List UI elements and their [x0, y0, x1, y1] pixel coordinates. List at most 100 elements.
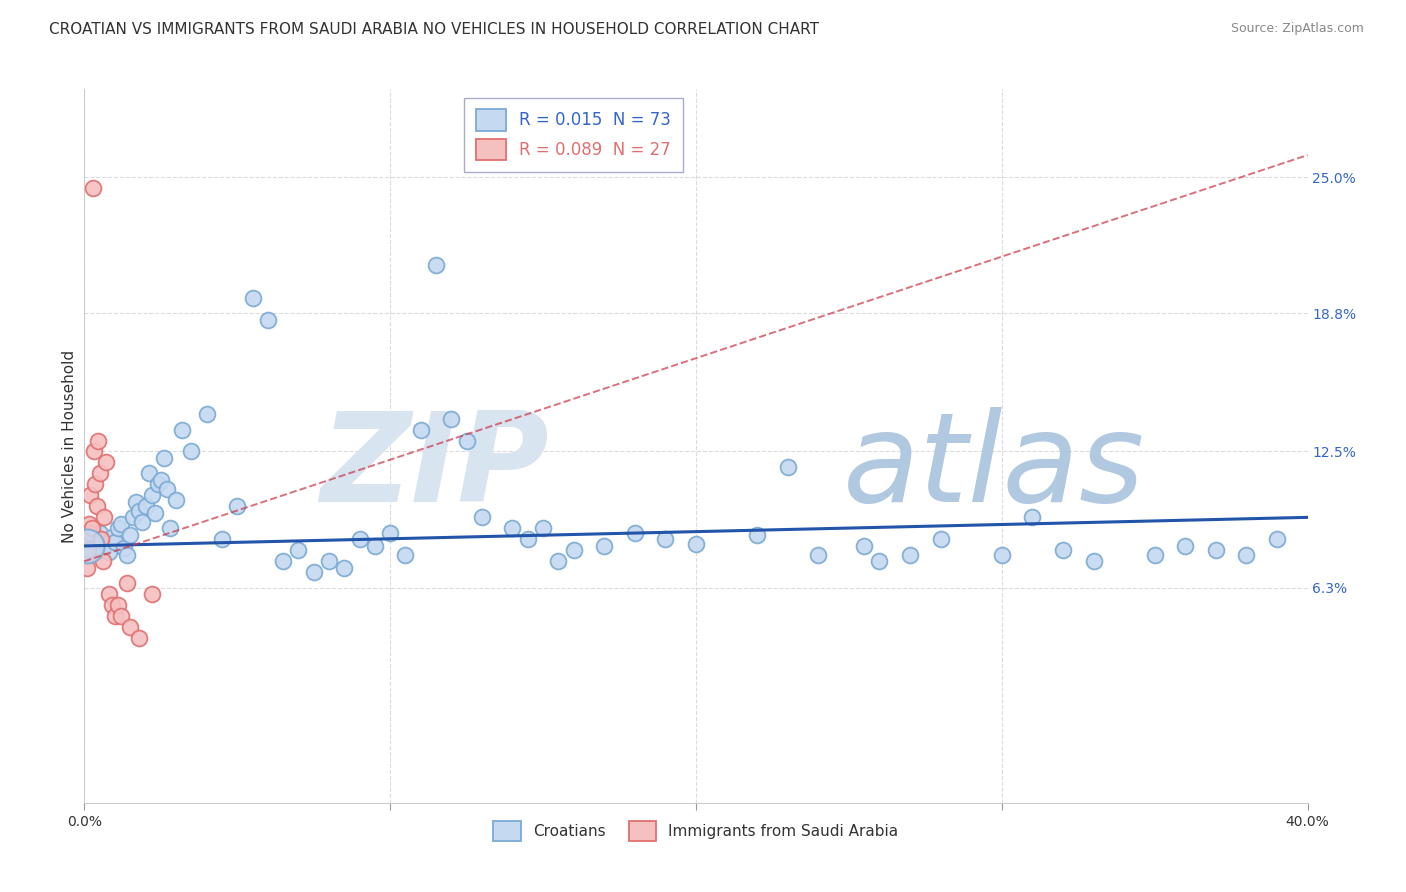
Point: [107, 521, 129, 535]
Point: [180, 444, 202, 458]
Point: [271, 554, 294, 568]
Point: [86, 539, 108, 553]
Point: [115, 576, 138, 591]
Point: [1236, 548, 1258, 562]
Point: [86, 500, 108, 514]
Point: [120, 620, 142, 634]
Point: [1174, 539, 1197, 553]
Point: [141, 488, 163, 502]
Point: [394, 548, 416, 562]
Point: [226, 500, 249, 514]
Point: [302, 566, 325, 580]
Point: [456, 434, 478, 448]
Point: [84, 477, 107, 491]
Point: [94, 537, 117, 551]
Point: [685, 537, 707, 551]
Point: [380, 525, 402, 540]
Point: [143, 506, 166, 520]
Point: [929, 533, 952, 547]
Text: Source: ZipAtlas.com: Source: ZipAtlas.com: [1230, 22, 1364, 36]
Legend: Croatians, Immigrants from Saudi Arabia: Croatians, Immigrants from Saudi Arabia: [486, 814, 905, 848]
Point: [211, 533, 233, 547]
Point: [547, 554, 569, 568]
Point: [991, 548, 1014, 562]
Point: [898, 548, 921, 562]
Point: [135, 500, 157, 514]
Point: [89, 525, 111, 540]
Point: [97, 545, 120, 559]
Point: [440, 411, 463, 425]
Point: [128, 631, 150, 645]
Point: [75, 548, 97, 562]
Point: [1021, 510, 1043, 524]
Point: [107, 598, 129, 612]
Point: [516, 533, 538, 547]
Point: [242, 291, 264, 305]
Point: [110, 516, 132, 531]
Point: [1265, 533, 1288, 547]
Point: [125, 495, 148, 509]
Point: [120, 528, 142, 542]
Point: [77, 516, 100, 531]
Point: [149, 473, 172, 487]
Point: [502, 521, 524, 535]
Text: CROATIAN VS IMMIGRANTS FROM SAUDI ARABIA NO VEHICLES IN HOUSEHOLD CORRELATION CH: CROATIAN VS IMMIGRANTS FROM SAUDI ARABIA…: [49, 22, 820, 37]
Point: [425, 258, 447, 272]
Point: [93, 510, 115, 524]
Point: [104, 534, 127, 549]
Point: [807, 548, 830, 562]
Point: [122, 510, 145, 524]
Point: [159, 521, 181, 535]
Point: [82, 181, 104, 195]
Point: [77, 543, 100, 558]
Point: [1083, 554, 1105, 568]
Point: [97, 587, 120, 601]
Point: [172, 423, 194, 437]
Point: [869, 554, 891, 568]
Point: [1052, 543, 1074, 558]
Point: [138, 467, 160, 481]
Point: [593, 539, 616, 553]
Point: [195, 407, 218, 421]
Text: ZIP: ZIP: [321, 407, 550, 528]
Point: [91, 554, 114, 568]
Point: [87, 434, 110, 448]
Point: [112, 541, 135, 555]
Point: [853, 539, 876, 553]
Point: [76, 533, 98, 547]
Point: [776, 459, 799, 474]
Point: [471, 510, 494, 524]
Point: [115, 548, 138, 562]
Point: [531, 521, 554, 535]
Text: atlas: atlas: [842, 407, 1144, 528]
Point: [257, 312, 280, 326]
Point: [654, 533, 676, 547]
Point: [104, 609, 127, 624]
Point: [91, 543, 114, 558]
Point: [79, 525, 101, 540]
Point: [128, 504, 150, 518]
Point: [1205, 543, 1227, 558]
Point: [318, 554, 340, 568]
Point: [79, 533, 101, 547]
Point: [101, 598, 124, 612]
Point: [153, 451, 176, 466]
Point: [141, 587, 163, 601]
Point: [89, 467, 111, 481]
Point: [349, 533, 371, 547]
Point: [110, 609, 132, 624]
Point: [101, 530, 124, 544]
Point: [165, 492, 187, 507]
Point: [76, 561, 98, 575]
Point: [76, 539, 98, 553]
Point: [333, 561, 356, 575]
Point: [83, 444, 105, 458]
Point: [80, 521, 103, 535]
Point: [287, 543, 309, 558]
Point: [131, 515, 153, 529]
Point: [156, 482, 179, 496]
Point: [364, 539, 387, 553]
Point: [90, 533, 112, 547]
Point: [624, 525, 647, 540]
Point: [146, 477, 169, 491]
